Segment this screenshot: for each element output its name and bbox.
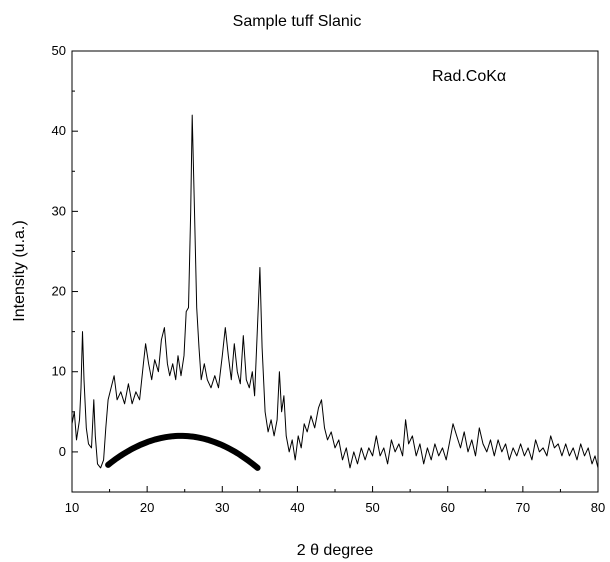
chart-title: Sample tuff Slanic [233,13,362,30]
amorphous-hump [105,432,261,471]
x-tick-label: 70 [516,500,530,515]
x-tick-label: 40 [290,500,304,515]
series-line [71,114,599,469]
x-tick-label: 50 [365,500,379,515]
x-tick-label: 60 [440,500,454,515]
y-axis-label: Intensity (u.a.) [11,220,28,321]
radiation-annotation: Rad.CoKα [432,68,506,85]
y-tick-label: 40 [52,123,66,138]
x-tick-label: 30 [215,500,229,515]
y-tick-label: 0 [59,444,66,459]
y-tick-label: 20 [52,284,66,299]
axis-ticks: 10 20 30 40 50 60 70 80 0 10 20 30 40 50 [52,43,606,515]
plot-frame [71,50,599,493]
x-tick-label: 10 [65,500,79,515]
x-axis-label: 2 θ degree [297,542,374,559]
y-tick-label: 30 [52,203,66,218]
y-tick-label: 10 [52,364,66,379]
series-layer [71,114,599,471]
x-tick-label: 80 [591,500,605,515]
y-tick-label: 50 [52,43,66,58]
x-tick-label: 20 [140,500,154,515]
